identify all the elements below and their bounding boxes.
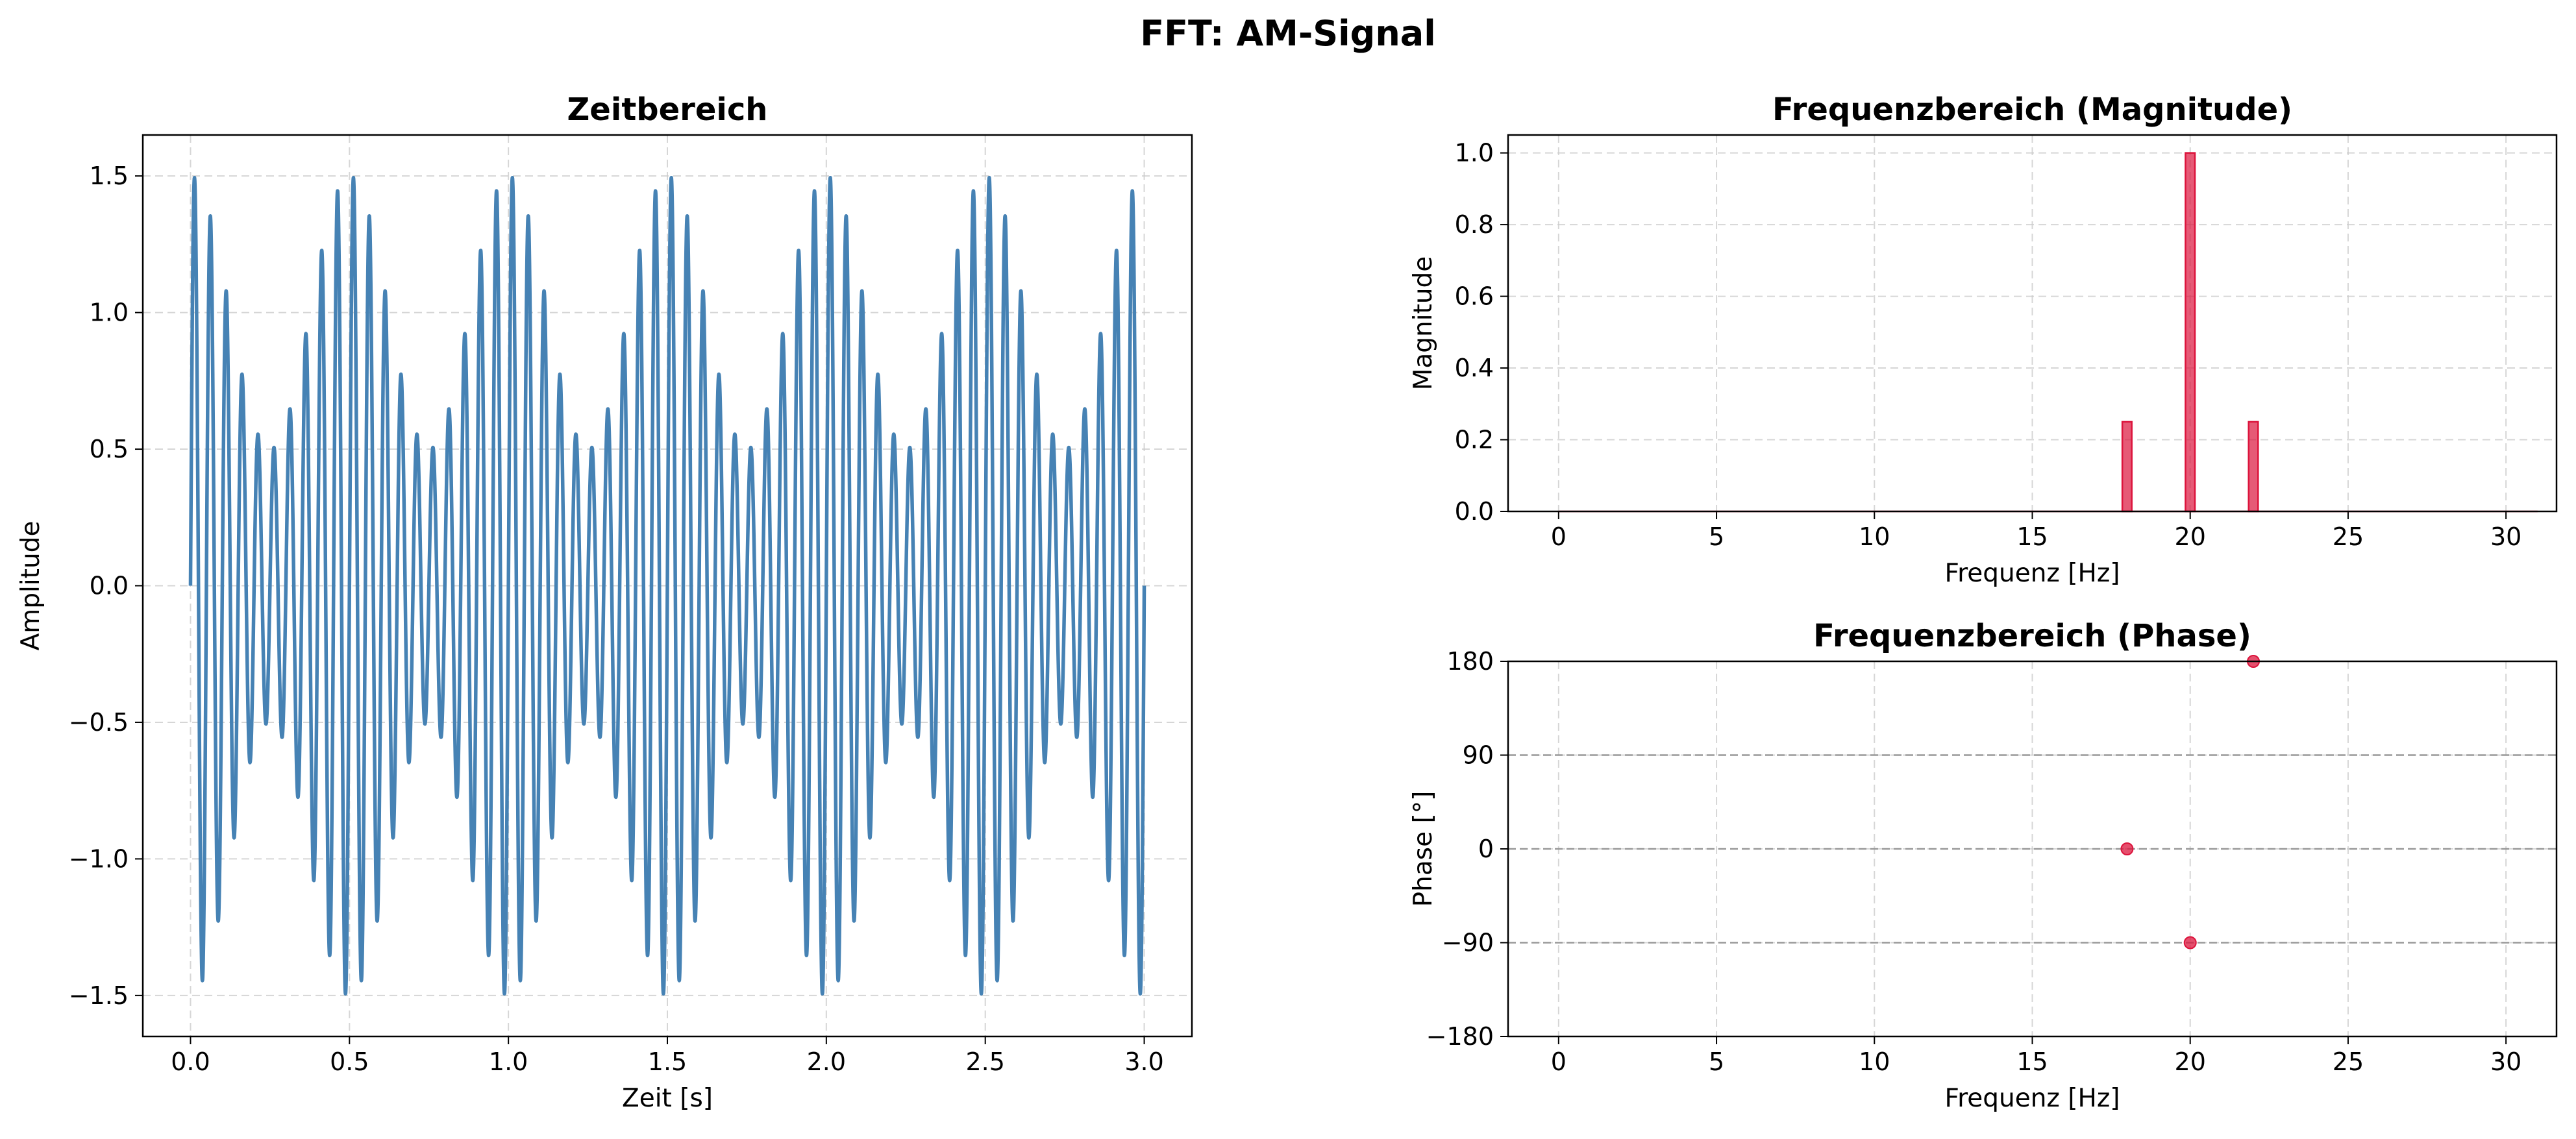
phase-ytick-label: 180: [1446, 647, 1494, 676]
time-signal-line: [188, 175, 1146, 996]
magnitude-bar: [2248, 421, 2259, 513]
phase-title: Frequenzbereich (Phase): [1813, 618, 2251, 654]
time-ytick-label: 1.0: [90, 299, 129, 327]
magnitude-ytick-label: 0.6: [1455, 282, 1494, 311]
time-xtick-label: 3.0: [1124, 1047, 1163, 1076]
time-ytick-label: 0.5: [90, 435, 129, 463]
magnitude-ytick-label: 0.4: [1455, 354, 1494, 382]
magnitude-ylabel: Magnitude: [1409, 256, 1438, 391]
time-xtick-label: 1.5: [648, 1047, 687, 1076]
phase-xtick-label: 25: [2333, 1047, 2364, 1076]
phase-frame: [1507, 660, 2558, 1038]
time-ylabel: Amplitude: [16, 521, 45, 651]
magnitude-ytick-label: 0.0: [1455, 497, 1494, 526]
magnitude-xtick-label: 30: [2490, 522, 2521, 551]
magnitude-title: Frequenzbereich (Magnitude): [1772, 92, 2292, 128]
magnitude-xtick-label: 20: [2175, 522, 2206, 551]
magnitude-xtick-label: 15: [2016, 522, 2048, 551]
magnitude-chart: 0 5 10 15 20 25 30 0.0 0.2 0.4 0.6 0.8 1.0 Frequenz […: [1409, 92, 2558, 588]
magnitude-ytick-label: 0.8: [1455, 210, 1494, 239]
magnitude-xtick-label: 25: [2333, 522, 2364, 551]
magnitude-xlabel: Frequenz [Hz]: [1944, 559, 2120, 588]
time-title: Zeitbereich: [567, 92, 768, 128]
phase-xlabel: Frequenz [Hz]: [1944, 1084, 2120, 1113]
time-ytick-label: 0.0: [90, 572, 129, 600]
time-xtick-label: 0.5: [330, 1047, 369, 1076]
magnitude-ytick-label: 1.0: [1455, 139, 1494, 167]
magnitude-xtick-label: 10: [1859, 522, 1890, 551]
time-xtick-label: 2.5: [965, 1047, 1004, 1076]
time-xtick-label: 1.0: [489, 1047, 528, 1076]
phase-point: [2183, 936, 2197, 949]
phase-chart: 0 5 10 15 20 25 30 −180 −90 0 90 180 Frequenz [Hz] Ph…: [1409, 618, 2558, 1113]
time-xtick-label: 2.0: [807, 1047, 846, 1076]
phase-xtick-label: 0: [1551, 1047, 1567, 1076]
figure-title: FFT: AM-Signal: [1140, 13, 1435, 54]
time-ytick-label: −1.0: [69, 844, 129, 873]
phase-ytick-label: 90: [1463, 741, 1494, 770]
magnitude-xtick-label: 0: [1551, 522, 1567, 551]
phase-xtick-label: 15: [2016, 1047, 2048, 1076]
time-domain-chart: 0.0 0.5 1.0 1.5 2.0 2.5 3.0 −1.5 −1.0 −0.5 0.0 0.5 1…: [16, 92, 1193, 1113]
phase-point: [2120, 842, 2134, 855]
phase-xtick-label: 30: [2490, 1047, 2521, 1076]
magnitude-ytick-label: 0.2: [1455, 426, 1494, 454]
time-ytick-label: −1.5: [69, 981, 129, 1010]
phase-ytick-label: 0: [1478, 835, 1494, 863]
phase-xtick-label: 5: [1709, 1047, 1724, 1076]
phase-ylabel: Phase [°]: [1409, 791, 1438, 907]
time-ytick-label: −0.5: [69, 708, 129, 737]
time-frame: [142, 134, 1193, 1038]
magnitude-frame: [1507, 134, 2558, 513]
phase-xtick-label: 10: [1859, 1047, 1890, 1076]
phase-ytick-label: −90: [1442, 929, 1494, 957]
time-ytick-label: 1.5: [90, 162, 129, 190]
time-xtick-label: 0.0: [171, 1047, 210, 1076]
magnitude-bar: [2185, 152, 2196, 513]
phase-xtick-label: 20: [2175, 1047, 2206, 1076]
magnitude-xtick-label: 5: [1709, 522, 1724, 551]
time-xlabel: Zeit [s]: [622, 1084, 713, 1113]
magnitude-bar: [2121, 421, 2133, 513]
phase-ytick-label: −180: [1426, 1022, 1494, 1051]
